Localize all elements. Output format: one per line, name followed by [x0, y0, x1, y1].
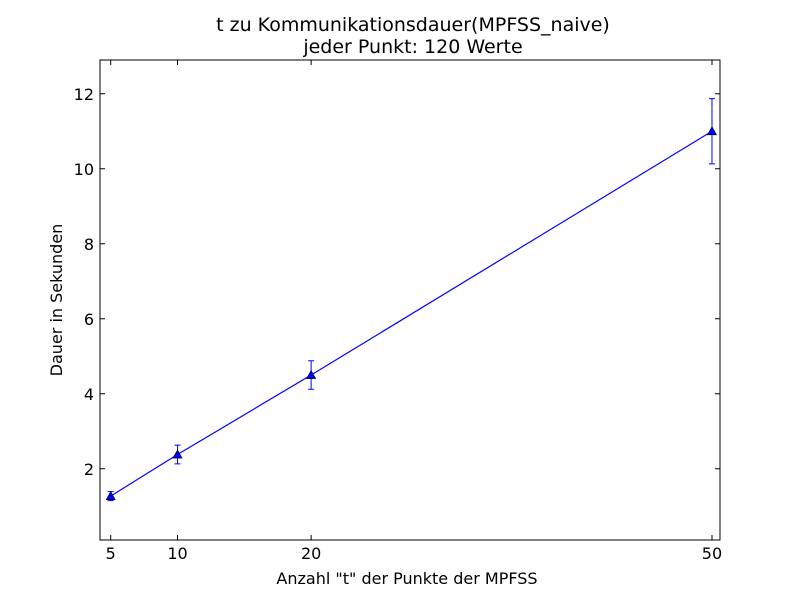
- y-tick-label: 2: [84, 460, 94, 479]
- chart-title: t zu Kommunikationsdauer(MPFSS_naive): [216, 14, 610, 36]
- chart-subtitle: jeder Punkt: 120 Werte: [302, 36, 522, 58]
- x-tick-label: 20: [301, 544, 321, 563]
- y-tick-label: 8: [84, 235, 94, 254]
- data-point: [706, 126, 717, 136]
- x-tick-label: 10: [167, 544, 187, 563]
- data-point: [172, 449, 183, 459]
- data-point: [306, 369, 317, 379]
- x-tick-label: 5: [106, 544, 116, 563]
- data-point: [105, 491, 116, 501]
- series-line: [110, 130, 713, 497]
- y-tick-label: 4: [84, 385, 94, 404]
- ticks-layer: 5 10 20 50 2 4 6 8 10 12: [74, 60, 722, 563]
- plot-area: [100, 60, 720, 540]
- x-tick-label: 50: [702, 544, 722, 563]
- y-tick-label: 10: [74, 160, 94, 179]
- x-axis-label: Anzahl "t" der Punkte der MPFSS: [276, 569, 537, 588]
- data-layer: [105, 98, 717, 502]
- y-tick-label: 6: [84, 310, 94, 329]
- plot-frame: [99, 59, 721, 541]
- y-tick-label: 12: [74, 85, 94, 104]
- y-axis-label: Dauer in Sekunden: [47, 224, 66, 377]
